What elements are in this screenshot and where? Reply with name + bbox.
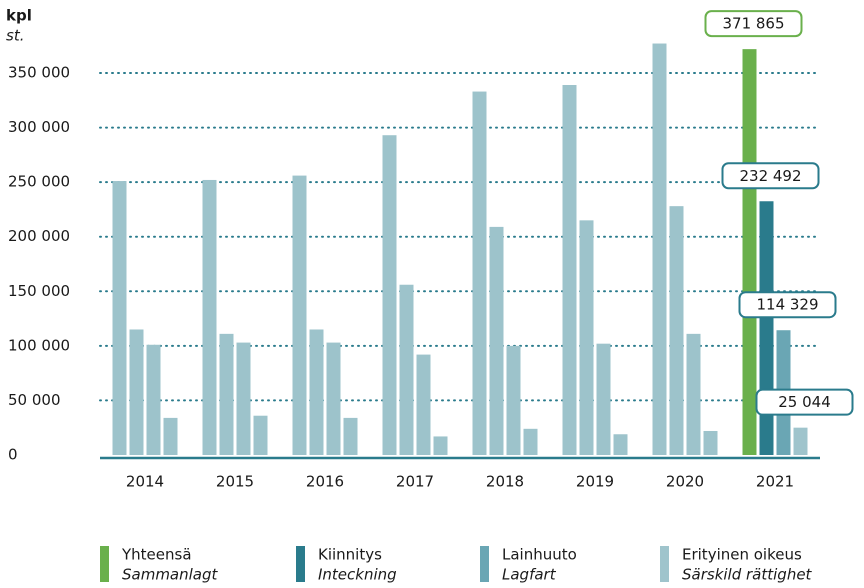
value-label: 25 044 <box>778 393 831 411</box>
x-tick-label: 2021 <box>756 473 794 491</box>
y-axis-label-sv: st. <box>6 27 24 45</box>
legend-label-sv: Sammanlagt <box>122 566 219 584</box>
bar <box>759 201 774 455</box>
legend-swatch <box>480 546 489 582</box>
value-label-box <box>755 388 854 416</box>
legend-label-sv: Lagfart <box>502 566 557 584</box>
bar <box>146 344 161 455</box>
value-label-box <box>704 10 803 38</box>
bar <box>163 417 178 455</box>
x-tick-label: 2014 <box>126 473 164 491</box>
bar <box>472 91 487 455</box>
value-label: 371 865 <box>722 15 784 33</box>
bar <box>562 85 577 456</box>
bar <box>506 345 521 455</box>
legend-label: Lainhuuto <box>502 546 577 564</box>
bar <box>382 135 397 455</box>
legend-label-sv: Särskild rättighet <box>682 566 813 584</box>
value-label-box <box>721 162 820 190</box>
y-axis-label: kpl <box>6 7 32 25</box>
x-tick-label: 2020 <box>666 473 704 491</box>
legend-swatch <box>100 546 109 582</box>
y-tick-label: 200 000 <box>8 227 70 245</box>
bar <box>343 417 358 455</box>
value-label: 232 492 <box>739 167 801 185</box>
legend-label-sv: Inteckning <box>318 566 397 584</box>
bar <box>742 49 757 455</box>
bar <box>202 179 217 455</box>
bar <box>219 333 234 455</box>
x-tick-label: 2015 <box>216 473 254 491</box>
bar <box>523 428 538 455</box>
legend-label: Yhteensä <box>121 546 192 564</box>
x-tick-label: 2019 <box>576 473 614 491</box>
y-tick-label: 150 000 <box>8 282 70 300</box>
bar <box>489 226 504 455</box>
bar <box>292 175 307 455</box>
bar <box>793 427 808 455</box>
y-tick-label: 50 000 <box>8 391 61 409</box>
legend-swatch <box>660 546 669 582</box>
x-tick-label: 2017 <box>396 473 434 491</box>
y-tick-label: 0 <box>8 446 18 464</box>
value-label: 114 329 <box>756 296 818 314</box>
bar <box>613 434 628 455</box>
bar <box>309 329 324 455</box>
bar <box>703 430 718 455</box>
legend-swatch <box>296 546 305 582</box>
y-tick-label: 250 000 <box>8 173 70 191</box>
bar <box>433 436 448 455</box>
value-label-box <box>738 291 837 319</box>
bar <box>129 329 144 455</box>
legend-label: Kiinnitys <box>318 546 382 564</box>
x-tick-label: 2018 <box>486 473 524 491</box>
bar <box>579 220 594 455</box>
legend-label: Erityinen oikeus <box>682 546 802 564</box>
bar <box>236 342 251 455</box>
y-tick-label: 350 000 <box>8 64 70 82</box>
bar <box>596 343 611 455</box>
bar <box>686 333 701 455</box>
bar <box>112 181 127 455</box>
y-tick-label: 300 000 <box>8 118 70 136</box>
bar <box>652 43 667 455</box>
x-tick-label: 2016 <box>306 473 344 491</box>
bar <box>416 354 431 455</box>
bar <box>669 206 684 455</box>
bar <box>399 284 414 455</box>
bar <box>253 415 268 455</box>
y-tick-label: 100 000 <box>8 336 70 354</box>
bar <box>326 342 341 455</box>
